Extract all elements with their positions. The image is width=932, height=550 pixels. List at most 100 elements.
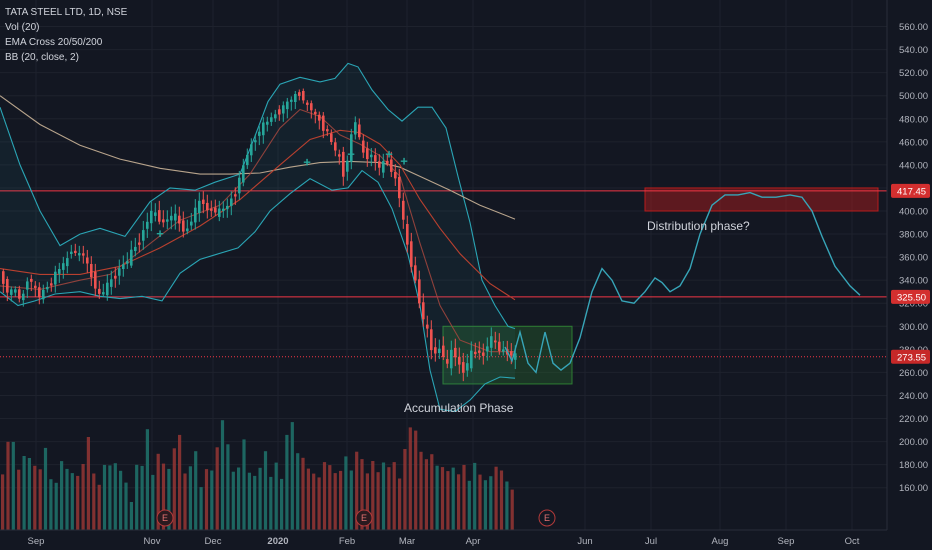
volume-bar: [322, 462, 327, 530]
candle-body: [246, 154, 249, 166]
legend-ema-cross[interactable]: EMA Cross 20/50/200: [5, 37, 103, 48]
candle-body: [446, 359, 449, 364]
volume-bar: [27, 458, 31, 530]
volume-bar: [414, 430, 418, 530]
earnings-marker: [355, 509, 373, 527]
candle-body: [382, 161, 385, 173]
time-tick-label: Jun: [577, 536, 592, 547]
volume-bar: [440, 467, 445, 530]
candle-body: [346, 160, 349, 172]
ema-cross-marker: +: [385, 147, 393, 162]
volume-bar: [54, 482, 58, 530]
candle-body: [310, 103, 313, 111]
volume-bar: [510, 489, 514, 530]
volume-bar: [392, 462, 396, 530]
time-tick-label: Dec: [205, 536, 222, 547]
indicator-lines: [0, 62, 516, 413]
candle-body: [258, 131, 261, 136]
candle-body: [254, 140, 257, 143]
price-tick-label: 260.00: [899, 368, 928, 379]
ema-cross-marker: +: [400, 153, 408, 168]
candle-body: [86, 257, 89, 264]
time-tick-label: Jul: [645, 536, 657, 547]
time-axis-background: [0, 530, 932, 550]
candle-body: [342, 151, 345, 177]
candle-body: [242, 165, 245, 183]
volume-bar: [1, 474, 5, 530]
price-level-tag-label: 325.50: [897, 292, 926, 303]
volume-bar: [178, 434, 182, 530]
distribution-phase-label: Distribution phase?: [647, 219, 750, 233]
candle-body: [42, 289, 45, 300]
candle-body: [334, 142, 337, 151]
candle-body: [62, 263, 65, 270]
candle-body: [134, 246, 137, 251]
price-tick-label: 380.00: [899, 230, 928, 241]
volume-bar: [81, 464, 85, 530]
price-tick-label: 560.00: [899, 22, 928, 33]
volume-bar: [17, 469, 21, 530]
candle-body: [82, 253, 85, 256]
volume-bar: [247, 472, 251, 530]
candle-body: [38, 287, 41, 298]
legend-symbol[interactable]: TATA STEEL LTD, 1D, NSE: [5, 7, 128, 18]
candle-body: [106, 282, 109, 296]
price-tick-label: 300.00: [899, 322, 928, 333]
candle-body: [322, 115, 325, 131]
chart-markers: + + + + + E E E Accumulation Phase Distribution p…: [156, 147, 750, 527]
time-tick-label: Aug: [712, 536, 729, 547]
volume-bar: [280, 478, 284, 530]
volume-bar: [263, 451, 268, 530]
candle-body: [442, 345, 445, 357]
candle-body: [222, 208, 225, 211]
volume-bar: [312, 473, 316, 530]
candle-body: [22, 293, 25, 301]
volume-bar: [43, 447, 48, 530]
accumulation-phase-label: Accumulation Phase: [404, 401, 514, 415]
candle-body: [398, 176, 401, 199]
volume-bar: [274, 462, 278, 530]
candle-body: [150, 210, 153, 224]
volume-bar: [188, 466, 192, 530]
candle-body: [174, 213, 177, 221]
volume-bar: [258, 467, 262, 530]
legend-volume[interactable]: Vol (20): [5, 22, 40, 33]
price-tick-label: 500.00: [899, 91, 928, 102]
candle-body: [58, 269, 61, 274]
candle-body: [102, 292, 105, 295]
candle-body: [358, 124, 361, 138]
candle-body: [218, 208, 221, 217]
candle-body: [46, 287, 49, 290]
volume-bar: [339, 470, 343, 530]
candle-body: [366, 148, 369, 160]
distribution-zone: [644, 187, 879, 212]
volume-bar: [505, 481, 509, 530]
candle-body: [178, 215, 181, 224]
candle-body: [118, 268, 121, 276]
candle-body: [302, 91, 305, 101]
candle-body: [142, 230, 145, 241]
candle-body: [290, 99, 293, 102]
candle-body: [514, 353, 517, 360]
candle-body: [418, 279, 421, 304]
candle-body: [2, 271, 5, 284]
volume-bar: [403, 449, 407, 530]
candle-body: [402, 200, 405, 220]
candle-body: [354, 122, 357, 135]
volume-bar: [76, 475, 80, 530]
candle-body: [486, 346, 489, 352]
legend-bollinger[interactable]: BB (20, close, 2): [5, 52, 79, 63]
candle-body: [198, 200, 201, 213]
candle-body: [410, 241, 413, 267]
candle-body: [294, 94, 297, 102]
volume-bar: [290, 422, 294, 530]
candle-body: [350, 134, 353, 162]
candle-body: [482, 352, 485, 356]
candle-body: [278, 109, 281, 115]
ema-cross-marker: +: [303, 155, 311, 170]
price-axis-background: [887, 0, 932, 550]
volume-bar: [92, 473, 96, 530]
volume-bar: [483, 480, 487, 530]
earnings-marker: [538, 509, 556, 527]
